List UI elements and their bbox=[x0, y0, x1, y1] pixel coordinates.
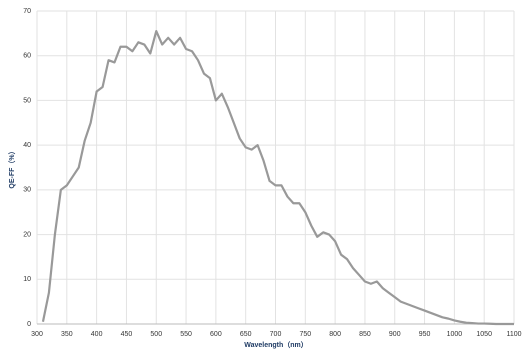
x-tick-label: 850 bbox=[359, 331, 371, 338]
y-tick-label: 60 bbox=[23, 53, 31, 60]
y-tick-label: 70 bbox=[23, 8, 31, 15]
y-tick-label: 40 bbox=[23, 142, 31, 149]
y-tick-label: 0 bbox=[27, 321, 31, 328]
x-tick-label: 550 bbox=[180, 331, 192, 338]
x-tick-label: 1000 bbox=[447, 331, 463, 338]
x-tick-label: 900 bbox=[389, 331, 401, 338]
x-tick-label: 300 bbox=[31, 331, 43, 338]
x-tick-label: 1050 bbox=[476, 331, 492, 338]
x-tick-label: 1100 bbox=[506, 331, 521, 338]
y-tick-label: 50 bbox=[23, 97, 31, 104]
x-axis-title: Wavelength（nm） bbox=[244, 341, 308, 349]
x-tick-label: 800 bbox=[329, 331, 341, 338]
x-tick-label: 650 bbox=[240, 331, 252, 338]
x-tick-label: 400 bbox=[91, 331, 103, 338]
y-tick-label: 30 bbox=[23, 187, 31, 194]
x-tick-label: 750 bbox=[299, 331, 311, 338]
x-tick-label: 500 bbox=[150, 331, 162, 338]
x-tick-label: 600 bbox=[210, 331, 222, 338]
x-tick-label: 350 bbox=[61, 331, 73, 338]
y-tick-label: 20 bbox=[23, 231, 31, 238]
y-tick-label: 10 bbox=[23, 276, 31, 283]
x-tick-label: 700 bbox=[270, 331, 282, 338]
y-axis-title: QE-FF（%） bbox=[8, 147, 16, 188]
x-tick-label: 950 bbox=[419, 331, 431, 338]
data-line bbox=[41, 30, 514, 326]
x-tick-label: 450 bbox=[121, 331, 133, 338]
